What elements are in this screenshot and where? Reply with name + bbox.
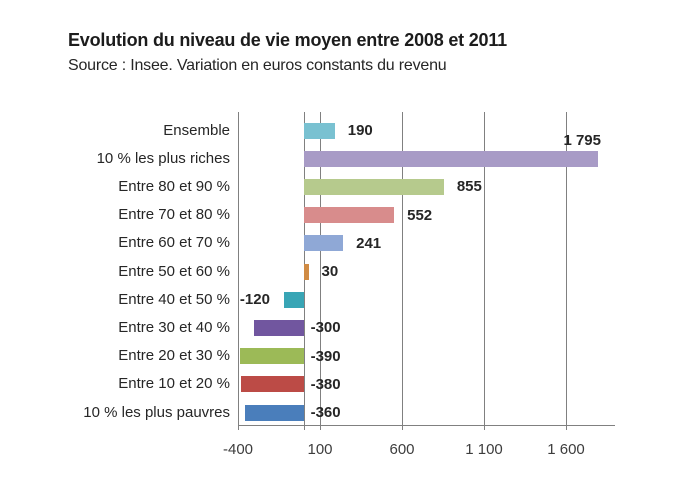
x-axis-tick-label: 1 600 bbox=[547, 441, 585, 458]
axis-tick bbox=[238, 425, 239, 430]
bar-value-label: -300 bbox=[310, 319, 341, 337]
bar-value-label: 552 bbox=[407, 206, 433, 224]
category-label: Entre 10 et 20 % bbox=[118, 375, 230, 393]
category-label: Entre 80 et 90 % bbox=[118, 177, 230, 195]
category-label: 10 % les plus pauvres bbox=[83, 403, 230, 421]
bar-value-label: -380 bbox=[310, 375, 341, 393]
gridline bbox=[402, 112, 403, 425]
axis-tick bbox=[566, 425, 567, 430]
chart-title: Evolution du niveau de vie moyen entre 2… bbox=[68, 30, 507, 50]
bar bbox=[303, 122, 335, 139]
gridline bbox=[320, 112, 321, 425]
category-label: Entre 60 et 70 % bbox=[118, 234, 230, 252]
category-label: Entre 70 et 80 % bbox=[118, 206, 230, 224]
category-label: Entre 20 et 30 % bbox=[118, 347, 230, 365]
bar bbox=[239, 348, 304, 365]
bar bbox=[303, 178, 444, 195]
bar bbox=[244, 404, 304, 421]
bar-value-label: 241 bbox=[356, 234, 382, 252]
bar-value-label: -120 bbox=[239, 291, 270, 309]
chart-subtitle: Source : Insee. Variation en euros const… bbox=[68, 57, 447, 74]
bar bbox=[303, 235, 344, 252]
bar bbox=[303, 150, 598, 167]
bar bbox=[303, 207, 395, 224]
category-label: Entre 40 et 50 % bbox=[118, 290, 230, 308]
category-label: Entre 50 et 60 % bbox=[118, 262, 230, 280]
x-axis-tick-label: 600 bbox=[389, 441, 415, 458]
bar bbox=[254, 319, 304, 336]
axis-tick bbox=[320, 425, 321, 430]
x-axis-tick-label: 100 bbox=[307, 441, 333, 458]
x-axis-tick-label: 1 100 bbox=[465, 441, 503, 458]
bar-value-label: -360 bbox=[310, 404, 341, 421]
bar-value-label: 190 bbox=[347, 122, 373, 139]
bar bbox=[241, 376, 304, 393]
bar-value-label: 30 bbox=[321, 263, 339, 280]
category-label: Entre 30 et 40 % bbox=[118, 318, 230, 336]
x-axis-line bbox=[238, 425, 615, 426]
axis-tick bbox=[402, 425, 403, 430]
bar bbox=[303, 263, 309, 280]
x-axis-tick-label: -400 bbox=[222, 441, 254, 458]
gridline bbox=[566, 112, 567, 425]
axis-tick bbox=[484, 425, 485, 430]
bar bbox=[283, 291, 304, 308]
category-label: Ensemble bbox=[163, 121, 230, 139]
gridline bbox=[484, 112, 485, 425]
gridline bbox=[238, 112, 239, 425]
bar-value-label: -390 bbox=[310, 347, 341, 365]
bar-value-label: 855 bbox=[456, 178, 482, 196]
category-label: 10 % les plus riches bbox=[96, 149, 230, 167]
bar-value-label: 1 795 bbox=[563, 131, 601, 149]
